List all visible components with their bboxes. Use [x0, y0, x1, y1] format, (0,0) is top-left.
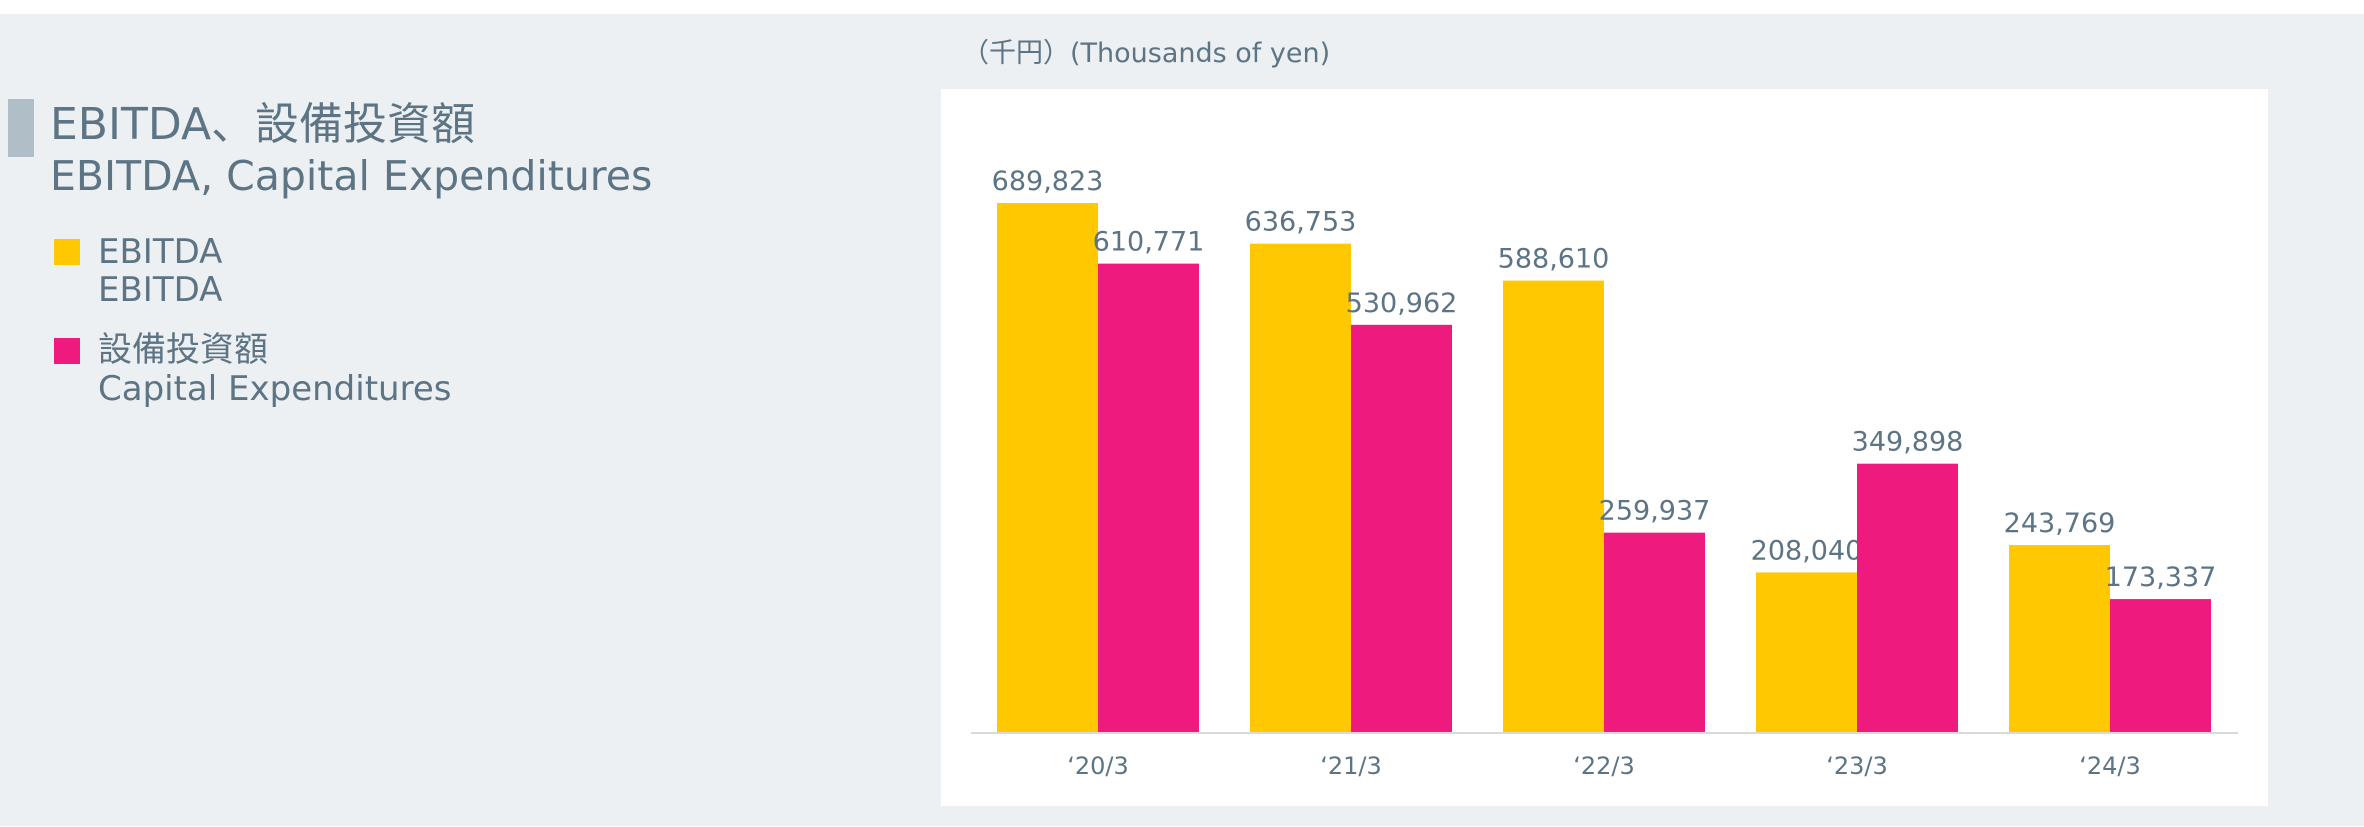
x-tick-label-1: ‘21/3: [1320, 752, 1382, 780]
bar-capex-0: [1098, 263, 1199, 732]
chart-title-en: EBITDA, Capital Expenditures: [50, 152, 653, 200]
bar-capex-4: [2110, 599, 2211, 732]
bar-ebitda-3: [1756, 572, 1857, 732]
value-label-capex-1: 530,962: [1346, 288, 1458, 319]
bar-ebitda-0: [997, 203, 1098, 732]
value-label-ebitda-0: 689,823: [992, 166, 1104, 197]
x-tick-label-0: ‘20/3: [1067, 752, 1129, 780]
chart-plot-area: 689,823 610,771 ‘20/3 636,753 530,962 ‘21/3 58…: [941, 89, 2268, 806]
legend-label-ebitda-ja: EBITDA: [98, 232, 223, 272]
value-label-capex-3: 349,898: [1852, 427, 1964, 458]
bar-capex-3: [1857, 463, 1958, 732]
value-label-ebitda-1: 636,753: [1245, 207, 1357, 238]
bar-chart: 689,823 610,771 ‘20/3 636,753 530,962 ‘21/3 58…: [971, 166, 2238, 780]
legend-swatch-capex: [54, 338, 80, 364]
bar-ebitda-1: [1250, 243, 1351, 732]
value-label-ebitda-2: 588,610: [1498, 244, 1610, 275]
legend-label-capex-en: Capital Expenditures: [98, 369, 452, 409]
value-label-capex-4: 173,337: [2105, 562, 2217, 593]
value-label-ebitda-3: 208,040: [1751, 535, 1863, 566]
x-tick-label-3: ‘23/3: [1826, 752, 1888, 780]
bar-ebitda-4: [2009, 545, 2110, 732]
bar-ebitda-2: [1503, 280, 1604, 732]
bar-capex-1: [1351, 324, 1452, 732]
bar-capex-2: [1604, 532, 1705, 732]
value-label-capex-2: 259,937: [1599, 496, 1711, 527]
value-label-ebitda-4: 243,769: [2004, 508, 2116, 539]
legend-label-ebitda-en: EBITDA: [98, 270, 223, 310]
legend-swatch-ebitda: [54, 239, 80, 265]
title-accent-bar: [8, 99, 34, 157]
chart-panel: EBITDA、設備投資額 EBITDA, Capital Expenditure…: [0, 14, 2364, 826]
chart-title-ja: EBITDA、設備投資額: [50, 99, 476, 150]
x-tick-label-4: ‘24/3: [2079, 752, 2141, 780]
legend-label-capex-ja: 設備投資額: [98, 330, 268, 370]
x-tick-label-2: ‘22/3: [1573, 752, 1635, 780]
value-label-capex-0: 610,771: [1093, 227, 1205, 258]
unit-label: （千円）(Thousands of yen): [962, 38, 1331, 69]
